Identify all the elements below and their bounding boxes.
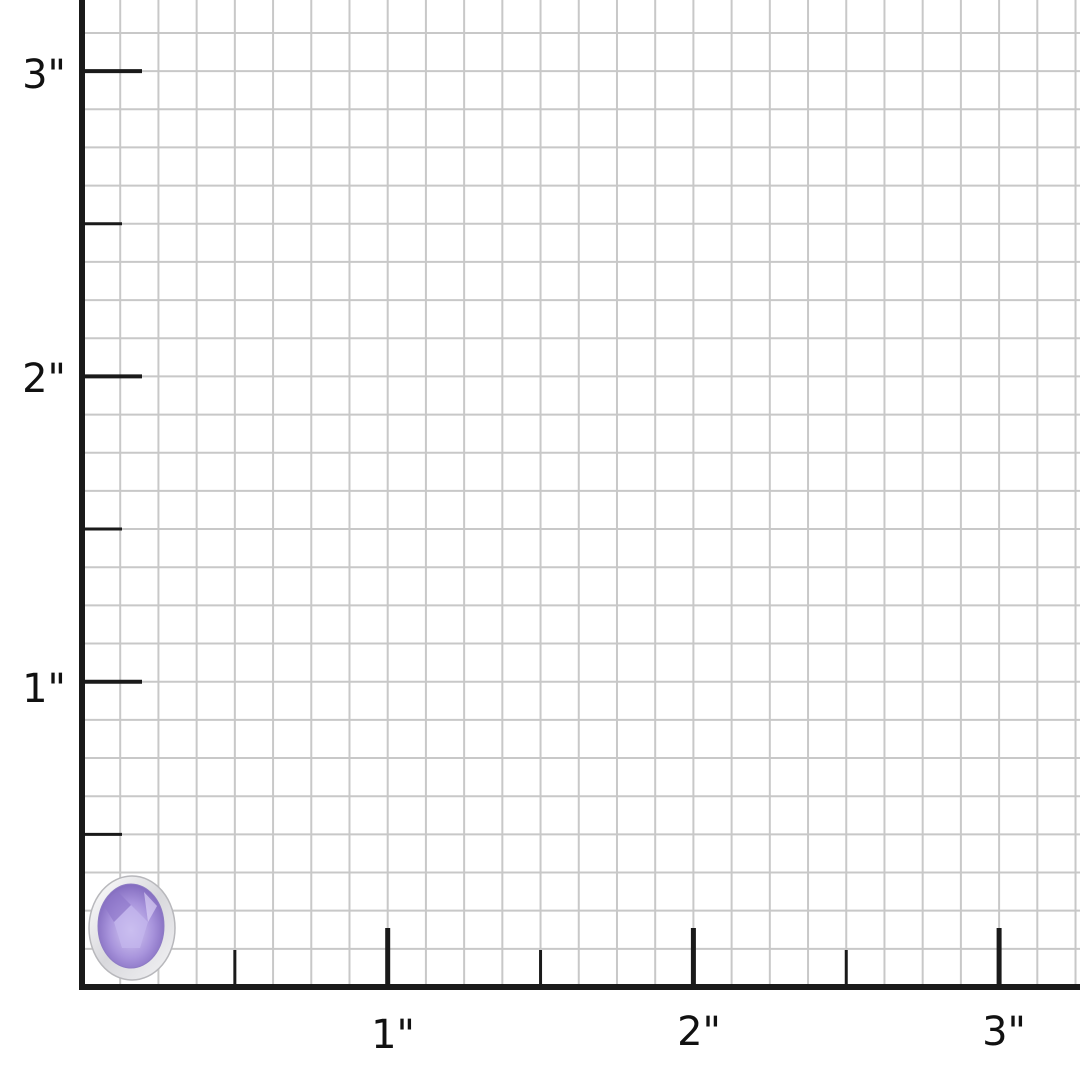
x-label-3: 3" (982, 1009, 1026, 1055)
amethyst-earring-image (88, 875, 176, 981)
x-label-1: 1" (371, 1012, 415, 1058)
grid-lines (82, 0, 1080, 987)
x-label-2: 2" (677, 1009, 721, 1055)
axis-ticks (82, 69, 1002, 987)
y-label-1: 1" (22, 666, 66, 712)
y-label-2: 2" (22, 356, 66, 402)
y-label-3: 3" (22, 52, 66, 98)
